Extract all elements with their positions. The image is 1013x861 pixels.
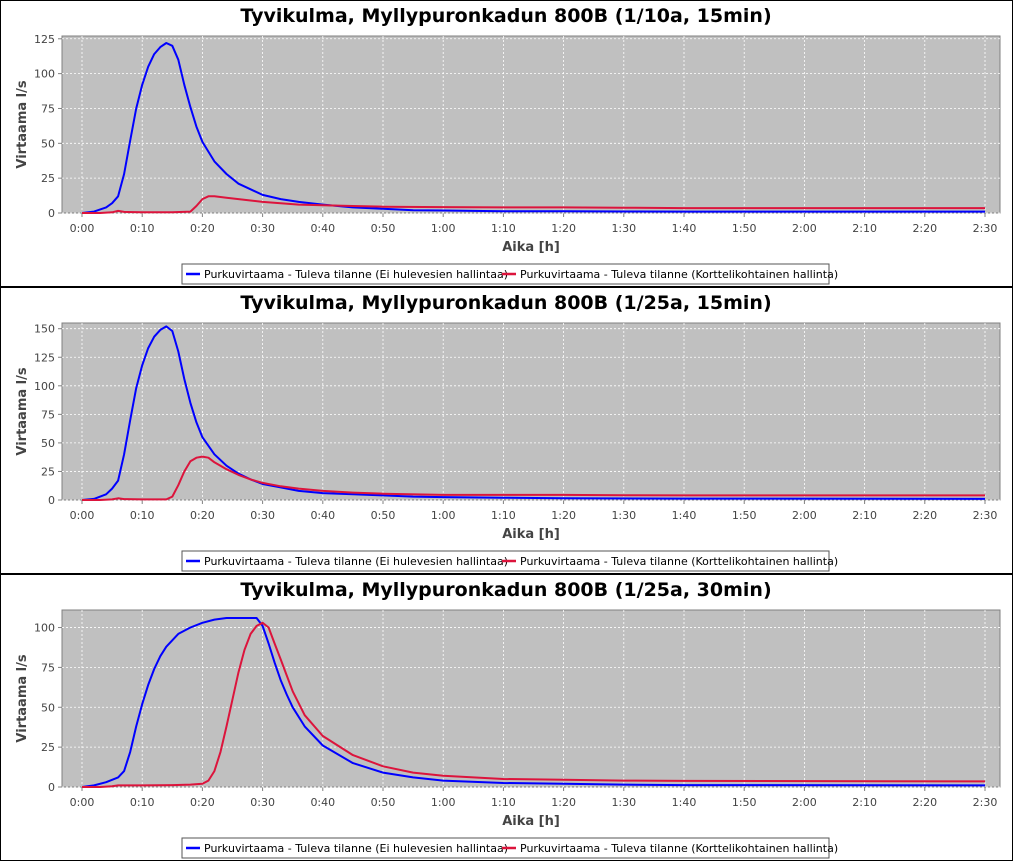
x-tick-label: 1:00 bbox=[431, 222, 456, 235]
series-line-1 bbox=[81, 617, 986, 788]
y-tick-label: 75 bbox=[41, 408, 55, 421]
x-tick-label: 1:20 bbox=[551, 796, 576, 809]
series-line-1 bbox=[81, 42, 985, 214]
x-tick-label: 0:50 bbox=[371, 796, 396, 809]
y-tick-label: 150 bbox=[34, 323, 55, 336]
x-tick-label: 1:50 bbox=[732, 222, 757, 235]
y-tick-label: 100 bbox=[34, 68, 55, 81]
legend-label-1: Purkuvirtaama - Tuleva tilanne (Ei hulev… bbox=[204, 268, 508, 281]
chart-title: Tyvikulma, Myllypuronkadun 800B (1/25a, … bbox=[240, 292, 771, 314]
x-tick-label: 0:10 bbox=[130, 222, 155, 235]
x-tick-label: 2:00 bbox=[792, 796, 817, 809]
x-tick-label: 0:00 bbox=[70, 509, 95, 522]
plot-area bbox=[61, 35, 1001, 214]
x-tick-label: 1:30 bbox=[611, 222, 636, 235]
y-axis-label: Virtaama l/s bbox=[15, 654, 30, 743]
x-tick-label: 1:30 bbox=[611, 509, 636, 522]
x-tick-label: 2:20 bbox=[912, 509, 937, 522]
y-tick-label: 25 bbox=[41, 741, 55, 754]
x-tick-label: 1:00 bbox=[431, 796, 456, 809]
x-tick-label: 0:30 bbox=[250, 222, 275, 235]
chart-svg-1: Tyvikulma, Myllypuronkadun 800B (1/10a, … bbox=[15, 5, 1001, 285]
legend-label-1: Purkuvirtaama - Tuleva tilanne (Ei hulev… bbox=[204, 842, 508, 855]
y-tick-label: 0 bbox=[48, 494, 55, 507]
y-tick-label: 0 bbox=[48, 781, 55, 794]
legend-label-1: Purkuvirtaama - Tuleva tilanne (Ei hulev… bbox=[204, 555, 508, 568]
x-tick-label: 2:30 bbox=[973, 796, 998, 809]
x-tick-label: 2:20 bbox=[912, 796, 937, 809]
series-line-2 bbox=[82, 621, 986, 788]
y-tick-label: 100 bbox=[34, 380, 55, 393]
chart-title: Tyvikulma, Myllypuronkadun 800B (1/25a, … bbox=[240, 579, 771, 601]
y-tick-label: 50 bbox=[41, 701, 55, 714]
y-tick-label: 25 bbox=[41, 465, 55, 478]
x-tick-label: 1:10 bbox=[491, 509, 516, 522]
x-tick-label: 1:40 bbox=[672, 509, 697, 522]
y-tick-label: 50 bbox=[41, 437, 55, 450]
chart-title: Tyvikulma, Myllypuronkadun 800B (1/10a, … bbox=[240, 5, 771, 27]
x-tick-label: 1:40 bbox=[672, 796, 697, 809]
x-tick-label: 0:20 bbox=[190, 509, 215, 522]
y-axis-label: Virtaama l/s bbox=[15, 367, 30, 456]
y-tick-label: 0 bbox=[48, 207, 55, 220]
x-tick-label: 1:50 bbox=[732, 796, 757, 809]
chart-panel-3: Tyvikulma, Myllypuronkadun 800B (1/25a, … bbox=[0, 574, 1013, 861]
chart-panel-2: Tyvikulma, Myllypuronkadun 800B (1/25a, … bbox=[0, 287, 1013, 574]
x-tick-label: 0:00 bbox=[70, 796, 95, 809]
x-axis-label: Aika [h] bbox=[502, 814, 560, 829]
x-tick-label: 2:00 bbox=[792, 222, 817, 235]
x-tick-label: 1:00 bbox=[431, 509, 456, 522]
y-tick-label: 25 bbox=[41, 172, 55, 185]
y-tick-label: 75 bbox=[41, 102, 55, 115]
x-tick-label: 0:40 bbox=[310, 796, 335, 809]
x-tick-label: 0:20 bbox=[190, 222, 215, 235]
x-axis-label: Aika [h] bbox=[502, 527, 560, 542]
y-tick-label: 125 bbox=[34, 351, 55, 364]
x-tick-label: 0:30 bbox=[250, 509, 275, 522]
legend-label-2: Purkuvirtaama - Tuleva tilanne (Kortteli… bbox=[520, 842, 838, 855]
x-tick-label: 2:20 bbox=[912, 222, 937, 235]
x-tick-label: 0:10 bbox=[130, 796, 155, 809]
series-line-1 bbox=[81, 325, 986, 501]
x-tick-label: 0:10 bbox=[130, 509, 155, 522]
x-tick-label: 2:10 bbox=[852, 509, 877, 522]
x-tick-label: 0:50 bbox=[371, 222, 396, 235]
x-tick-label: 2:10 bbox=[852, 222, 877, 235]
x-tick-label: 1:10 bbox=[491, 796, 516, 809]
series-line-2 bbox=[82, 195, 985, 214]
x-tick-label: 2:30 bbox=[973, 509, 998, 522]
y-tick-label: 100 bbox=[34, 622, 55, 635]
x-tick-label: 1:20 bbox=[551, 222, 576, 235]
x-axis-label: Aika [h] bbox=[502, 240, 560, 255]
x-tick-label: 1:20 bbox=[551, 509, 576, 522]
y-tick-label: 50 bbox=[41, 137, 55, 150]
x-tick-label: 2:30 bbox=[973, 222, 998, 235]
x-tick-label: 0:00 bbox=[70, 222, 95, 235]
x-tick-label: 2:00 bbox=[792, 509, 817, 522]
y-tick-label: 75 bbox=[41, 661, 55, 674]
x-tick-label: 1:50 bbox=[732, 509, 757, 522]
series-line-2 bbox=[82, 455, 985, 501]
x-tick-label: 0:30 bbox=[250, 796, 275, 809]
y-axis-label: Virtaama l/s bbox=[15, 80, 30, 169]
x-tick-label: 0:40 bbox=[310, 222, 335, 235]
x-tick-label: 1:40 bbox=[672, 222, 697, 235]
x-tick-label: 0:50 bbox=[371, 509, 396, 522]
plot-area bbox=[61, 322, 1001, 501]
x-tick-label: 2:10 bbox=[852, 796, 877, 809]
x-tick-label: 1:30 bbox=[611, 796, 636, 809]
chart-svg-2: Tyvikulma, Myllypuronkadun 800B (1/25a, … bbox=[15, 292, 1001, 572]
x-tick-label: 0:40 bbox=[310, 509, 335, 522]
x-tick-label: 1:10 bbox=[491, 222, 516, 235]
legend-label-2: Purkuvirtaama - Tuleva tilanne (Kortteli… bbox=[520, 555, 838, 568]
legend-label-2: Purkuvirtaama - Tuleva tilanne (Kortteli… bbox=[520, 268, 838, 281]
chart-panel-1: Tyvikulma, Myllypuronkadun 800B (1/10a, … bbox=[0, 0, 1013, 287]
y-tick-label: 125 bbox=[34, 33, 55, 46]
x-tick-label: 0:20 bbox=[190, 796, 215, 809]
chart-svg-3: Tyvikulma, Myllypuronkadun 800B (1/25a, … bbox=[15, 579, 1001, 859]
